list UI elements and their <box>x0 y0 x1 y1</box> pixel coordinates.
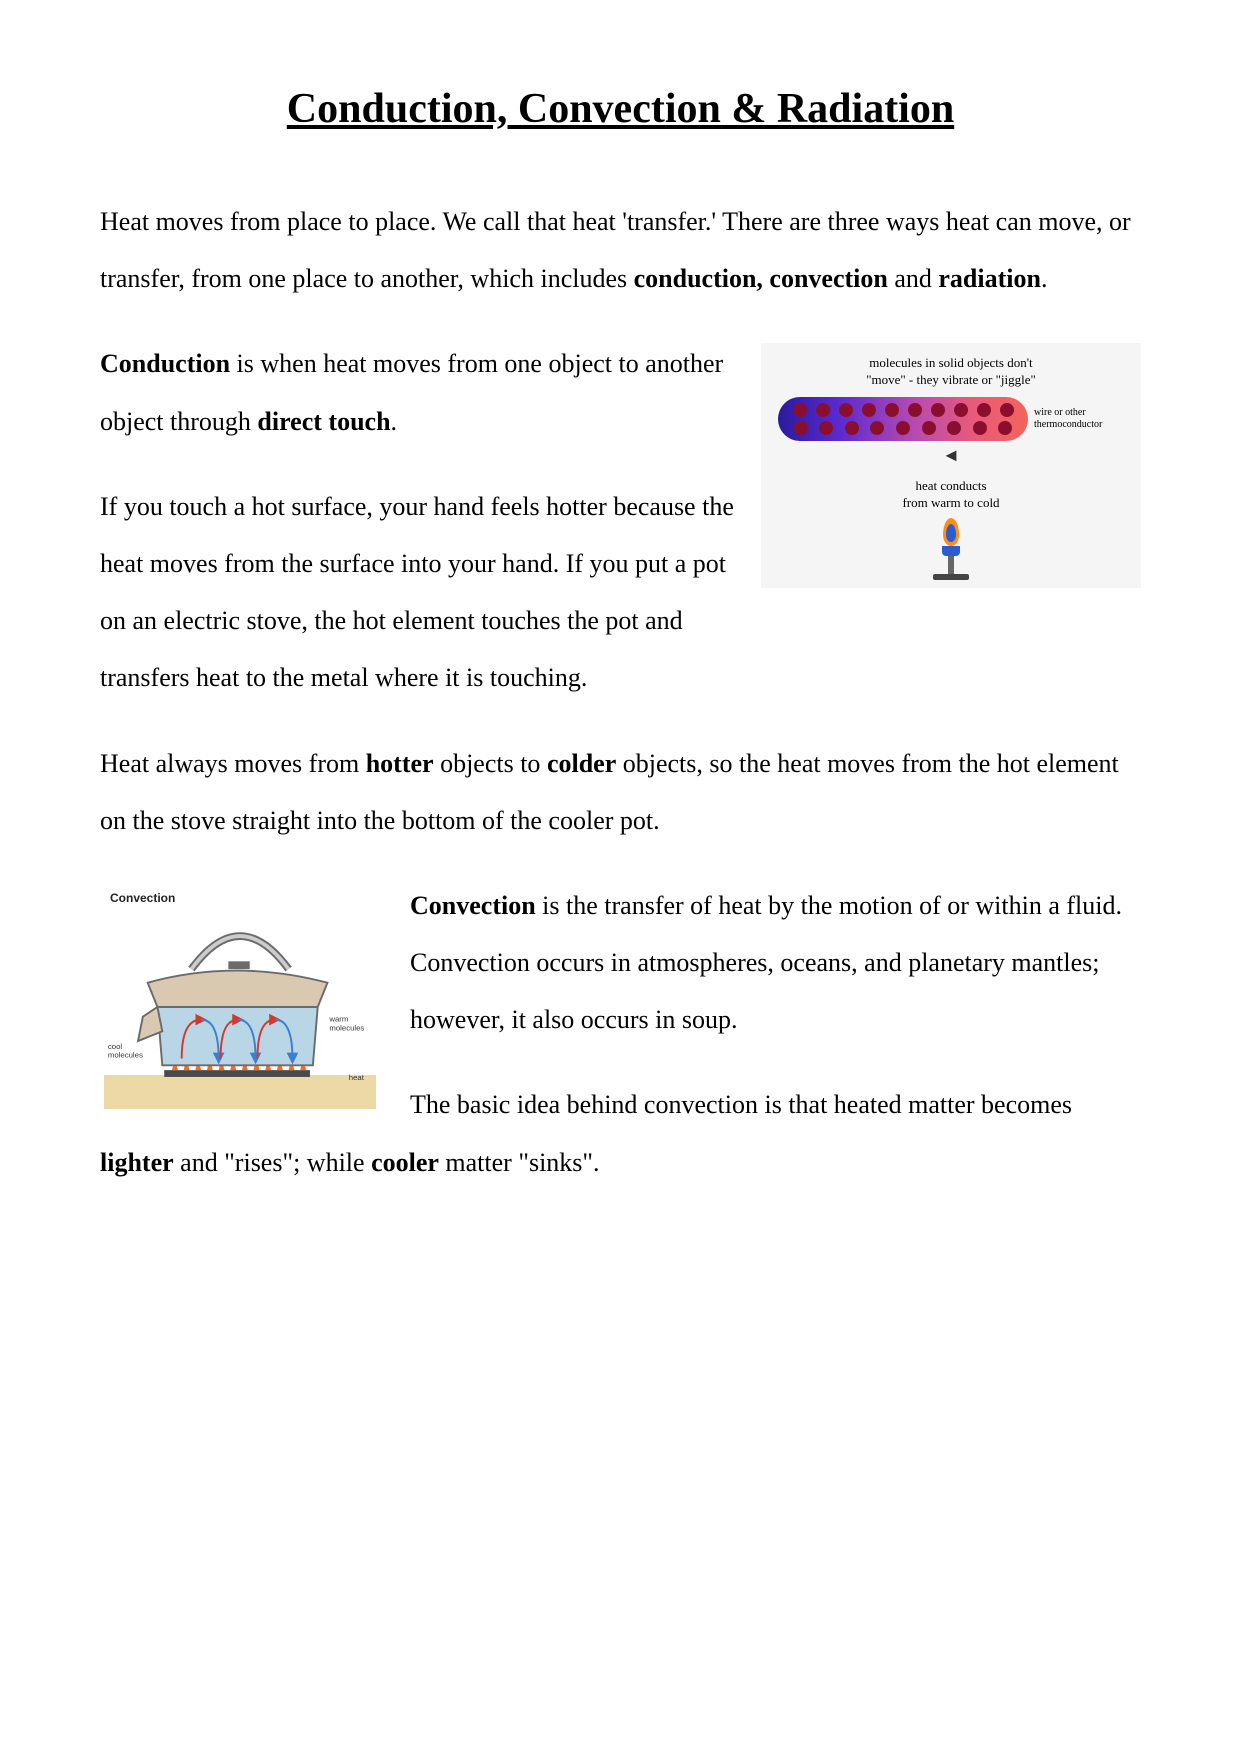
intro-bold-1: conduction, convection <box>634 264 888 293</box>
warm-molecules-label: warmmolecules <box>328 1014 364 1032</box>
intro-bold-2: radiation <box>938 264 1041 293</box>
document-page: Conduction, Convection & Radiation Heat … <box>0 0 1241 1754</box>
direct-touch-term: direct touch <box>257 407 390 436</box>
page-title: Conduction, Convection & Radiation <box>100 85 1141 133</box>
hotter-colder-paragraph: Heat always moves from hotter objects to… <box>100 735 1141 849</box>
flame-icon <box>943 518 959 546</box>
conduction-side-line1: wire or other <box>1034 407 1086 418</box>
cv-a: The basic idea behind convection is that… <box>410 1090 1072 1119</box>
conduction-term: Conduction <box>100 349 230 378</box>
conduction-top-line1: molecules in solid objects don't <box>869 355 1032 370</box>
conduction-bottom-caption: heat conducts from warm to cold <box>769 478 1133 512</box>
cool-molecules-label: coolmolecules <box>108 1042 143 1060</box>
convection-term: Convection <box>410 891 536 920</box>
lighter-term: lighter <box>100 1148 174 1177</box>
conduction-bottom-line1: heat conducts <box>915 478 986 493</box>
colder-term: colder <box>547 749 616 778</box>
convection-diagram: Convection <box>100 885 380 1113</box>
cooler-term: cooler <box>371 1148 439 1177</box>
cv-c: and "rises"; while <box>174 1148 371 1177</box>
conduction-side-line2: thermoconductor <box>1034 419 1102 430</box>
hotter-term: hotter <box>366 749 434 778</box>
bunsen-burner-icon <box>921 518 981 580</box>
convection-diagram-title: Convection <box>110 891 376 905</box>
intro-text-2: and <box>888 264 939 293</box>
kettle-icon: warmmolecules coolmolecules heat <box>104 905 376 1109</box>
intro-text-3: . <box>1041 264 1048 293</box>
conduction-arrow-icon: ◄ <box>769 445 1133 466</box>
conduction-top-line2: "move" - they vibrate or "jiggle" <box>866 372 1036 387</box>
conduction-diagram: molecules in solid objects don't "move" … <box>761 343 1141 588</box>
conduction-gradient-bar <box>778 397 1028 441</box>
hc-c: objects to <box>434 749 547 778</box>
conduction-bottom-line2: from warm to cold <box>902 495 999 510</box>
conduction-top-caption: molecules in solid objects don't "move" … <box>769 355 1133 389</box>
hc-a: Heat always moves from <box>100 749 366 778</box>
molecule-row-top <box>778 403 1028 417</box>
intro-paragraph: Heat moves from place to place. We call … <box>100 193 1141 307</box>
conduction-def-end: . <box>391 407 398 436</box>
heat-label: heat <box>349 1073 365 1082</box>
conduction-bar-row: wire or other thermoconductor <box>769 397 1133 441</box>
cv-e: matter "sinks". <box>439 1148 600 1177</box>
molecule-row-bottom <box>778 421 1028 435</box>
conduction-side-label: wire or other thermoconductor <box>1034 407 1124 431</box>
